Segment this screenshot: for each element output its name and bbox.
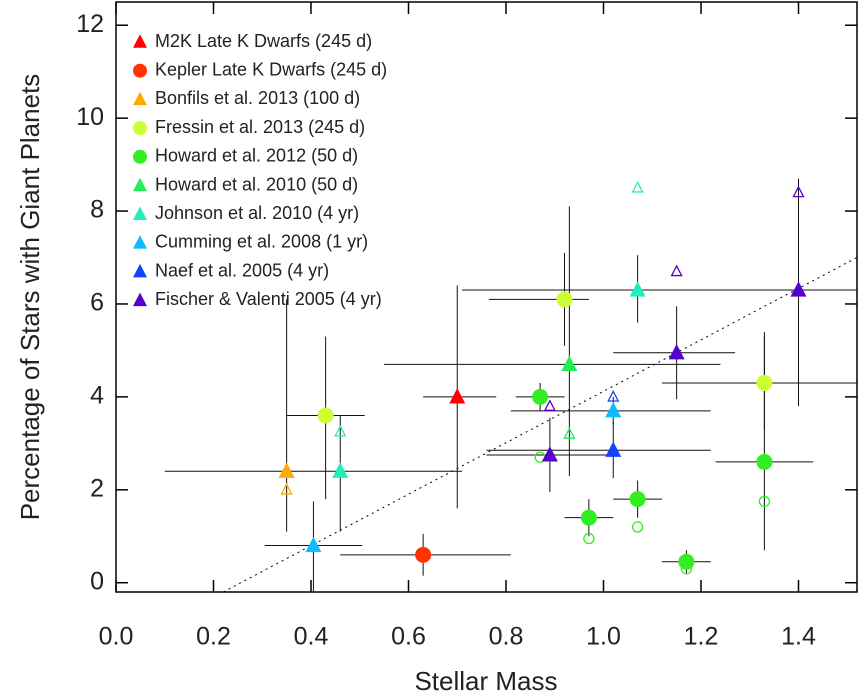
legend-marker [133, 91, 147, 106]
y-tick-label: 2 [90, 474, 104, 502]
point [605, 402, 622, 418]
legend-marker [133, 235, 147, 249]
point [556, 291, 573, 308]
point [580, 509, 597, 526]
legend-marker [133, 121, 147, 136]
point [756, 374, 773, 391]
x-tick-label: 0.0 [99, 623, 134, 651]
x-tick-label: 0.6 [391, 623, 426, 651]
x-tick-label: 1.2 [684, 623, 719, 651]
open-point [631, 521, 644, 533]
point [449, 388, 466, 404]
legend-marker [133, 63, 147, 78]
x-tick-label: 1.4 [781, 623, 816, 651]
legend-marker [133, 263, 147, 278]
y-axis-title: Percentage of Stars with Giant Planets [15, 74, 45, 521]
point [278, 462, 295, 478]
legend-label: Howard et al. 2012 (50 d) [155, 146, 358, 166]
y-tick-label: 4 [90, 381, 104, 409]
point [629, 281, 646, 297]
legend-label: Kepler Late K Dwarfs (245 d) [155, 59, 387, 79]
legend-marker [133, 34, 147, 48]
legend-label: M2K Late K Dwarfs (245 d) [155, 31, 372, 51]
x-tick-label: 0.4 [294, 623, 329, 651]
open-point [631, 180, 644, 193]
point [541, 446, 558, 462]
open-point [563, 427, 576, 439]
y-tick-label: 6 [90, 289, 104, 317]
x-axis-title: Stellar Mass [414, 666, 557, 696]
open-point [792, 185, 805, 198]
legend-marker [133, 149, 147, 164]
point [756, 453, 773, 470]
legend-label: Bonfils et al. 2013 (100 d) [155, 88, 360, 108]
point [317, 407, 334, 424]
y-tick-label: 8 [90, 196, 104, 224]
open-point [543, 399, 556, 411]
point [668, 343, 685, 360]
open-point [583, 532, 595, 545]
plot-frame [115, 1, 858, 593]
point [532, 388, 549, 405]
open-point [334, 424, 347, 437]
open-point [280, 482, 293, 495]
point [629, 491, 646, 508]
x-tick-label: 0.2 [196, 623, 231, 651]
legend-marker [133, 292, 147, 307]
y-tick-label: 10 [76, 103, 104, 131]
point [305, 536, 322, 553]
open-point [607, 389, 620, 402]
y-tick-label: 0 [90, 567, 104, 595]
legend-label: Johnson et al. 2010 (4 yr) [155, 203, 359, 223]
legend-marker [133, 206, 147, 220]
x-tick-label: 1.0 [586, 623, 621, 651]
legend: M2K Late K Dwarfs (245 d) Kepler Late K D… [133, 31, 387, 309]
legend-label: Fressin et al. 2013 (245 d) [155, 117, 365, 137]
point [605, 441, 622, 457]
point [678, 553, 695, 570]
y-tick-label: 12 [76, 10, 104, 38]
point [332, 462, 349, 478]
open-point [758, 495, 771, 508]
legend-label: Howard et al. 2010 (50 d) [155, 174, 358, 194]
point [561, 355, 578, 371]
point [415, 546, 432, 563]
legend-label: Fischer & Valenti 2005 (4 yr) [155, 289, 382, 309]
legend-label: Cumming et al. 2008 (1 yr) [155, 232, 368, 252]
x-tick-label: 0.8 [489, 623, 524, 651]
legend-label: Naef et al. 2005 (4 yr) [155, 260, 329, 280]
legend-marker [133, 177, 147, 192]
point [790, 281, 807, 297]
plot-area [164, 178, 857, 592]
open-point [670, 264, 683, 277]
